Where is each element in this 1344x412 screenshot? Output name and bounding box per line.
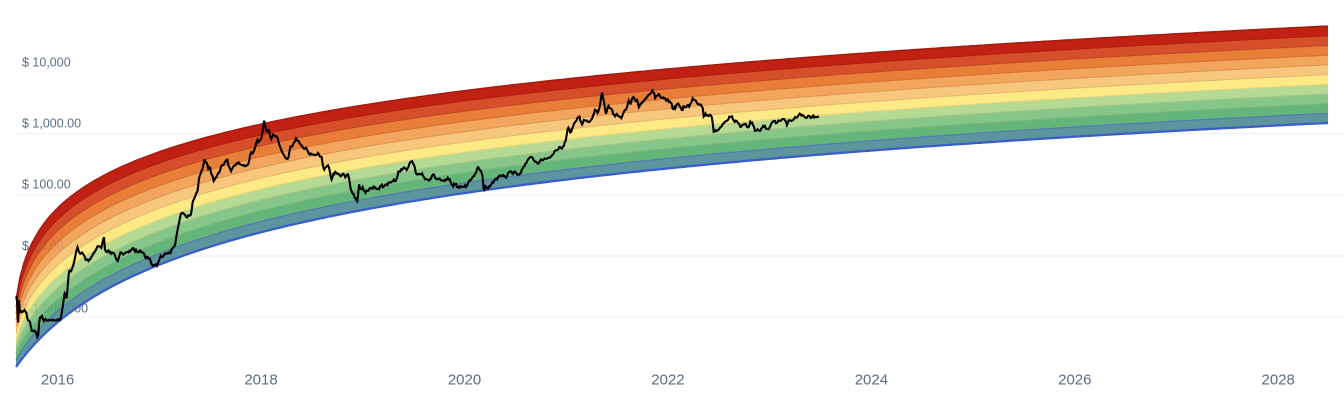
svg-text:2020: 2020	[448, 372, 481, 389]
svg-text:2028: 2028	[1262, 372, 1295, 389]
svg-text:2016: 2016	[41, 372, 74, 389]
svg-text:2024: 2024	[855, 372, 888, 389]
svg-text:$ 100.00: $ 100.00	[22, 177, 71, 191]
svg-text:$ 1,000.00: $ 1,000.00	[22, 117, 81, 131]
svg-text:2026: 2026	[1058, 372, 1091, 389]
svg-text:$ 10.00: $ 10.00	[22, 239, 64, 253]
svg-text:2018: 2018	[244, 372, 277, 389]
svg-text:2022: 2022	[651, 372, 684, 389]
svg-text:$ 10,000: $ 10,000	[22, 55, 71, 69]
